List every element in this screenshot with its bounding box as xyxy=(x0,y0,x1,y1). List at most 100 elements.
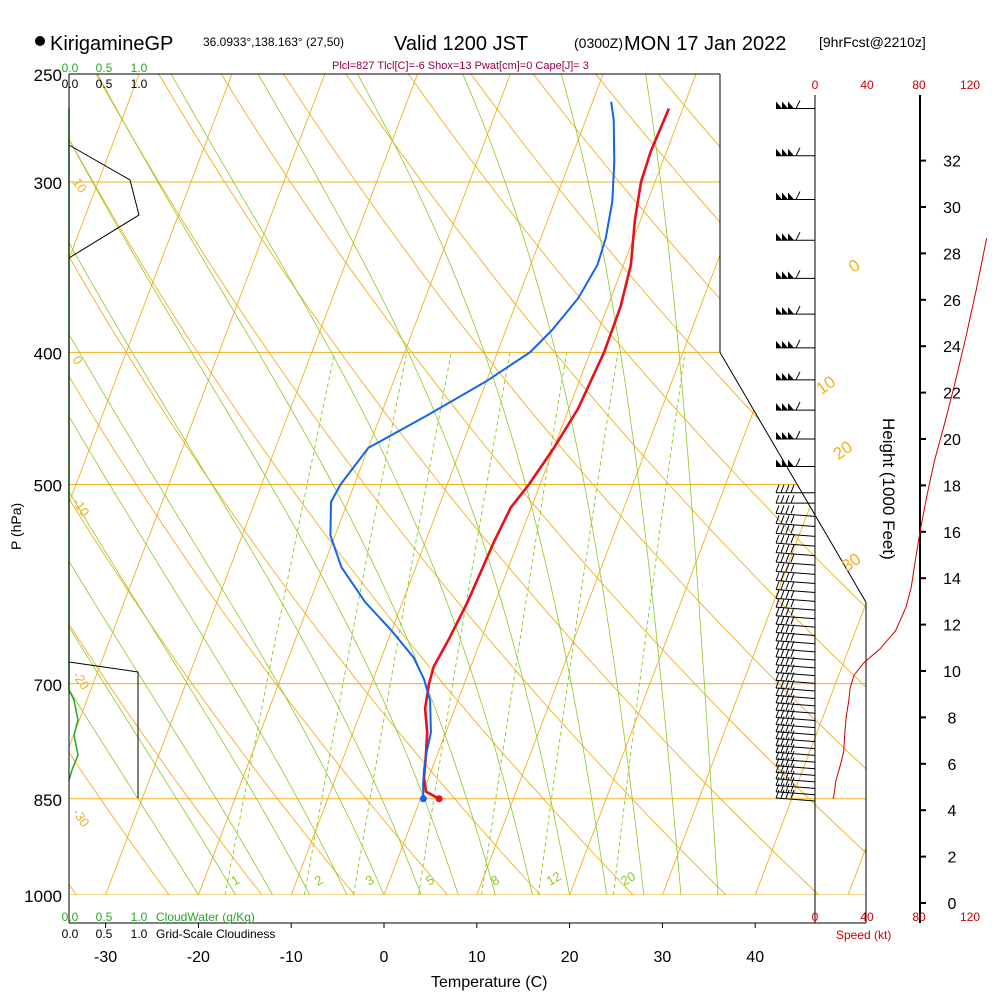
wind-barb-feather xyxy=(790,616,795,625)
wind-barb-shaft xyxy=(775,745,816,750)
wind-barb-feather xyxy=(775,534,780,544)
height-tick-label: 4 xyxy=(948,803,957,820)
isotherm-line xyxy=(754,74,866,895)
wind-barb-shaft xyxy=(775,765,816,770)
wind-barb-feather xyxy=(790,563,795,572)
wind-barb-feather xyxy=(785,687,790,696)
wind-barb-feather xyxy=(780,534,785,544)
wind-barb-feather xyxy=(780,484,785,493)
cloudwater-tick-top: 0.5 xyxy=(96,61,113,75)
wind-barb-feather xyxy=(790,590,795,599)
wind-barb-feather xyxy=(790,672,795,681)
isotherm-line xyxy=(69,74,233,895)
wind-barb-feather xyxy=(775,616,780,625)
wind-barb-feather xyxy=(780,616,785,625)
isotherm-line xyxy=(290,74,604,895)
dry-adiabat-line xyxy=(970,74,1000,895)
wind-barb xyxy=(775,744,816,756)
wind-barb-pennant xyxy=(782,459,788,467)
wind-barb-pennant xyxy=(788,271,794,279)
wind-barb-feather xyxy=(785,484,790,493)
speed-tick-top: 80 xyxy=(912,78,926,92)
wind-barb-feather xyxy=(775,789,780,799)
y-axis-label: P (hPa) xyxy=(8,503,24,550)
wind-barb-pennant xyxy=(776,372,782,380)
cloudwater-tick-top: 0.0 xyxy=(62,61,79,75)
wind-barb xyxy=(775,505,816,517)
wind-barb-feather xyxy=(785,525,790,534)
wind-barb-shaft xyxy=(775,561,816,566)
wind-barb xyxy=(775,624,816,637)
wind-barb xyxy=(775,664,816,677)
wind-barb-feather xyxy=(775,598,780,608)
wind-barb-feather xyxy=(775,632,780,641)
wind-barb xyxy=(775,737,816,750)
valid-zulu: (0300Z) xyxy=(574,35,623,51)
wind-barb-feather xyxy=(790,544,795,553)
wind-barb-shaft xyxy=(775,716,816,721)
wind-barb-feather xyxy=(790,624,795,633)
wind-barb-feather xyxy=(790,764,795,773)
wind-barb-feather xyxy=(795,430,801,440)
wind-barb-feather xyxy=(795,231,801,241)
moist-adiabat-line xyxy=(69,74,348,895)
wind-barb-feather xyxy=(775,607,780,616)
wind-barb xyxy=(775,648,816,661)
wind-barb-feather xyxy=(790,694,795,704)
wind-barb-feather xyxy=(780,737,785,746)
wind-barb-feather xyxy=(790,783,795,792)
wind-barb xyxy=(775,770,816,783)
wind-barb-feather xyxy=(790,777,795,786)
wind-barb-feather xyxy=(790,737,795,746)
wind-barb-pennant xyxy=(788,340,794,348)
wind-barb-pennant xyxy=(782,431,788,439)
wind-barb-pennant xyxy=(776,101,782,109)
wind-barb-feather xyxy=(775,750,780,760)
wind-barb xyxy=(775,687,816,699)
wind-barb xyxy=(775,563,816,575)
wind-barb-feather xyxy=(790,598,795,608)
wind-barb xyxy=(776,430,815,440)
cloudiness-tick-top: 0.0 xyxy=(62,77,79,91)
moist-adiabat-label: 10 xyxy=(813,372,839,398)
mixing-ratio-line xyxy=(224,352,336,895)
height-tick-label: 10 xyxy=(943,664,961,681)
cloudiness-label: Grid-Scale Cloudiness xyxy=(156,927,275,941)
wind-barb-feather xyxy=(785,616,790,625)
wind-barb-pennant xyxy=(782,101,788,109)
wind-barb-feather xyxy=(795,191,801,200)
wind-barb-feather xyxy=(790,494,795,504)
station-coords: 36.0933°,138.163° (27,50) xyxy=(203,35,344,49)
wind-barb-feather xyxy=(785,757,790,766)
wind-barb xyxy=(775,723,816,736)
wind-barb-feather xyxy=(775,656,780,666)
wind-barb xyxy=(775,757,816,770)
height-axis-label: Height (1000 Feet) xyxy=(879,418,898,560)
wind-barb-feather xyxy=(790,744,795,753)
wind-barb-pennant xyxy=(782,148,788,156)
cloudwater-tick-bottom: 0.5 xyxy=(96,910,113,924)
wind-barb-shaft xyxy=(775,784,816,789)
wind-barb-pennant xyxy=(788,403,794,411)
wind-barb-feather xyxy=(785,581,790,590)
wind-barb xyxy=(775,716,816,729)
wind-barb-feather xyxy=(790,679,795,689)
wind-barb-feather xyxy=(780,494,785,504)
wind-barb xyxy=(775,572,816,585)
wind-barb xyxy=(776,458,815,467)
height-tick-label: 14 xyxy=(943,571,961,588)
wind-barb xyxy=(775,679,816,692)
height-tick-label: 20 xyxy=(943,432,961,449)
moist-adiabat-line xyxy=(69,74,273,895)
wind-barb-shaft xyxy=(775,589,816,594)
pressure-tick-label: 250 xyxy=(34,66,62,85)
pressure-tick-label: 700 xyxy=(34,676,62,695)
wind-barb-feather xyxy=(775,484,780,493)
moist-adiabat-line xyxy=(69,74,311,895)
wind-barb-feather xyxy=(785,534,790,544)
speed-tick-bottom: 40 xyxy=(860,910,874,924)
wind-barb-feather xyxy=(775,664,780,673)
wind-barb-feather xyxy=(775,672,780,681)
wind-barb-pennant xyxy=(782,192,788,200)
right-panels: 0246810121416182022242628303200404080801… xyxy=(775,78,988,924)
